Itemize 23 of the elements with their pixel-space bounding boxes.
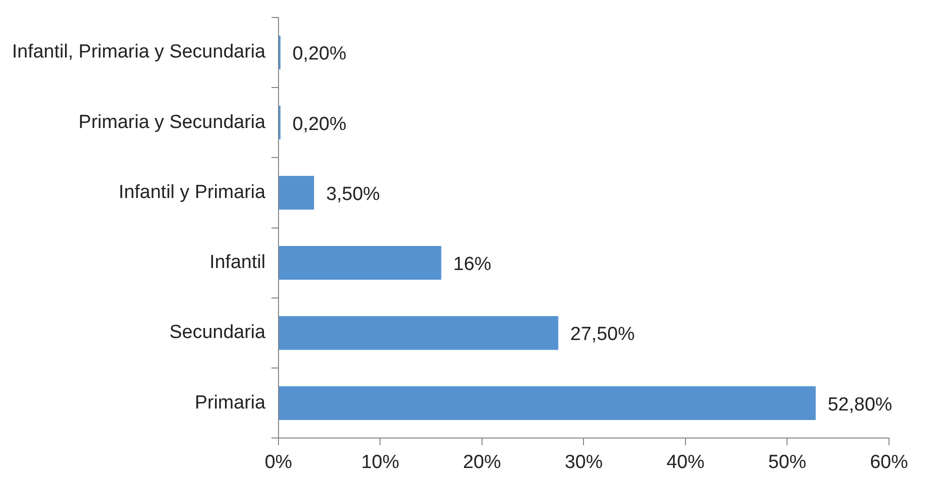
data-label: 16%: [453, 254, 492, 276]
bar: [278, 386, 816, 420]
x-tick-label: 40%: [666, 452, 705, 473]
y-tick-label: Primaria: [194, 392, 266, 414]
x-tick-label: 30%: [564, 452, 603, 473]
bar: [278, 316, 558, 350]
x-tick-label: 60%: [870, 452, 908, 473]
y-tick-label: Infantil y Primaria: [118, 182, 266, 203]
x-tick-label: 10%: [361, 452, 400, 473]
x-tick-label: 20%: [462, 452, 502, 473]
data-label: 52,80%: [828, 394, 892, 416]
data-label: 3,50%: [326, 184, 380, 205]
data-label: 27,50%: [570, 324, 635, 346]
data-label: 0,20%: [292, 114, 346, 135]
bar: [278, 176, 314, 210]
y-tick-label: Secundaria: [169, 322, 266, 344]
x-tick-label: 0%: [264, 452, 292, 473]
data-label: 0,20%: [292, 44, 346, 65]
y-tick-label: Primaria y Secundaria: [78, 112, 266, 133]
y-tick-label: Infantil, Primaria y Secundaria: [12, 42, 266, 63]
bar: [278, 246, 442, 280]
y-tick-label: Infantil: [209, 252, 266, 274]
x-tick-label: 50%: [768, 452, 806, 473]
